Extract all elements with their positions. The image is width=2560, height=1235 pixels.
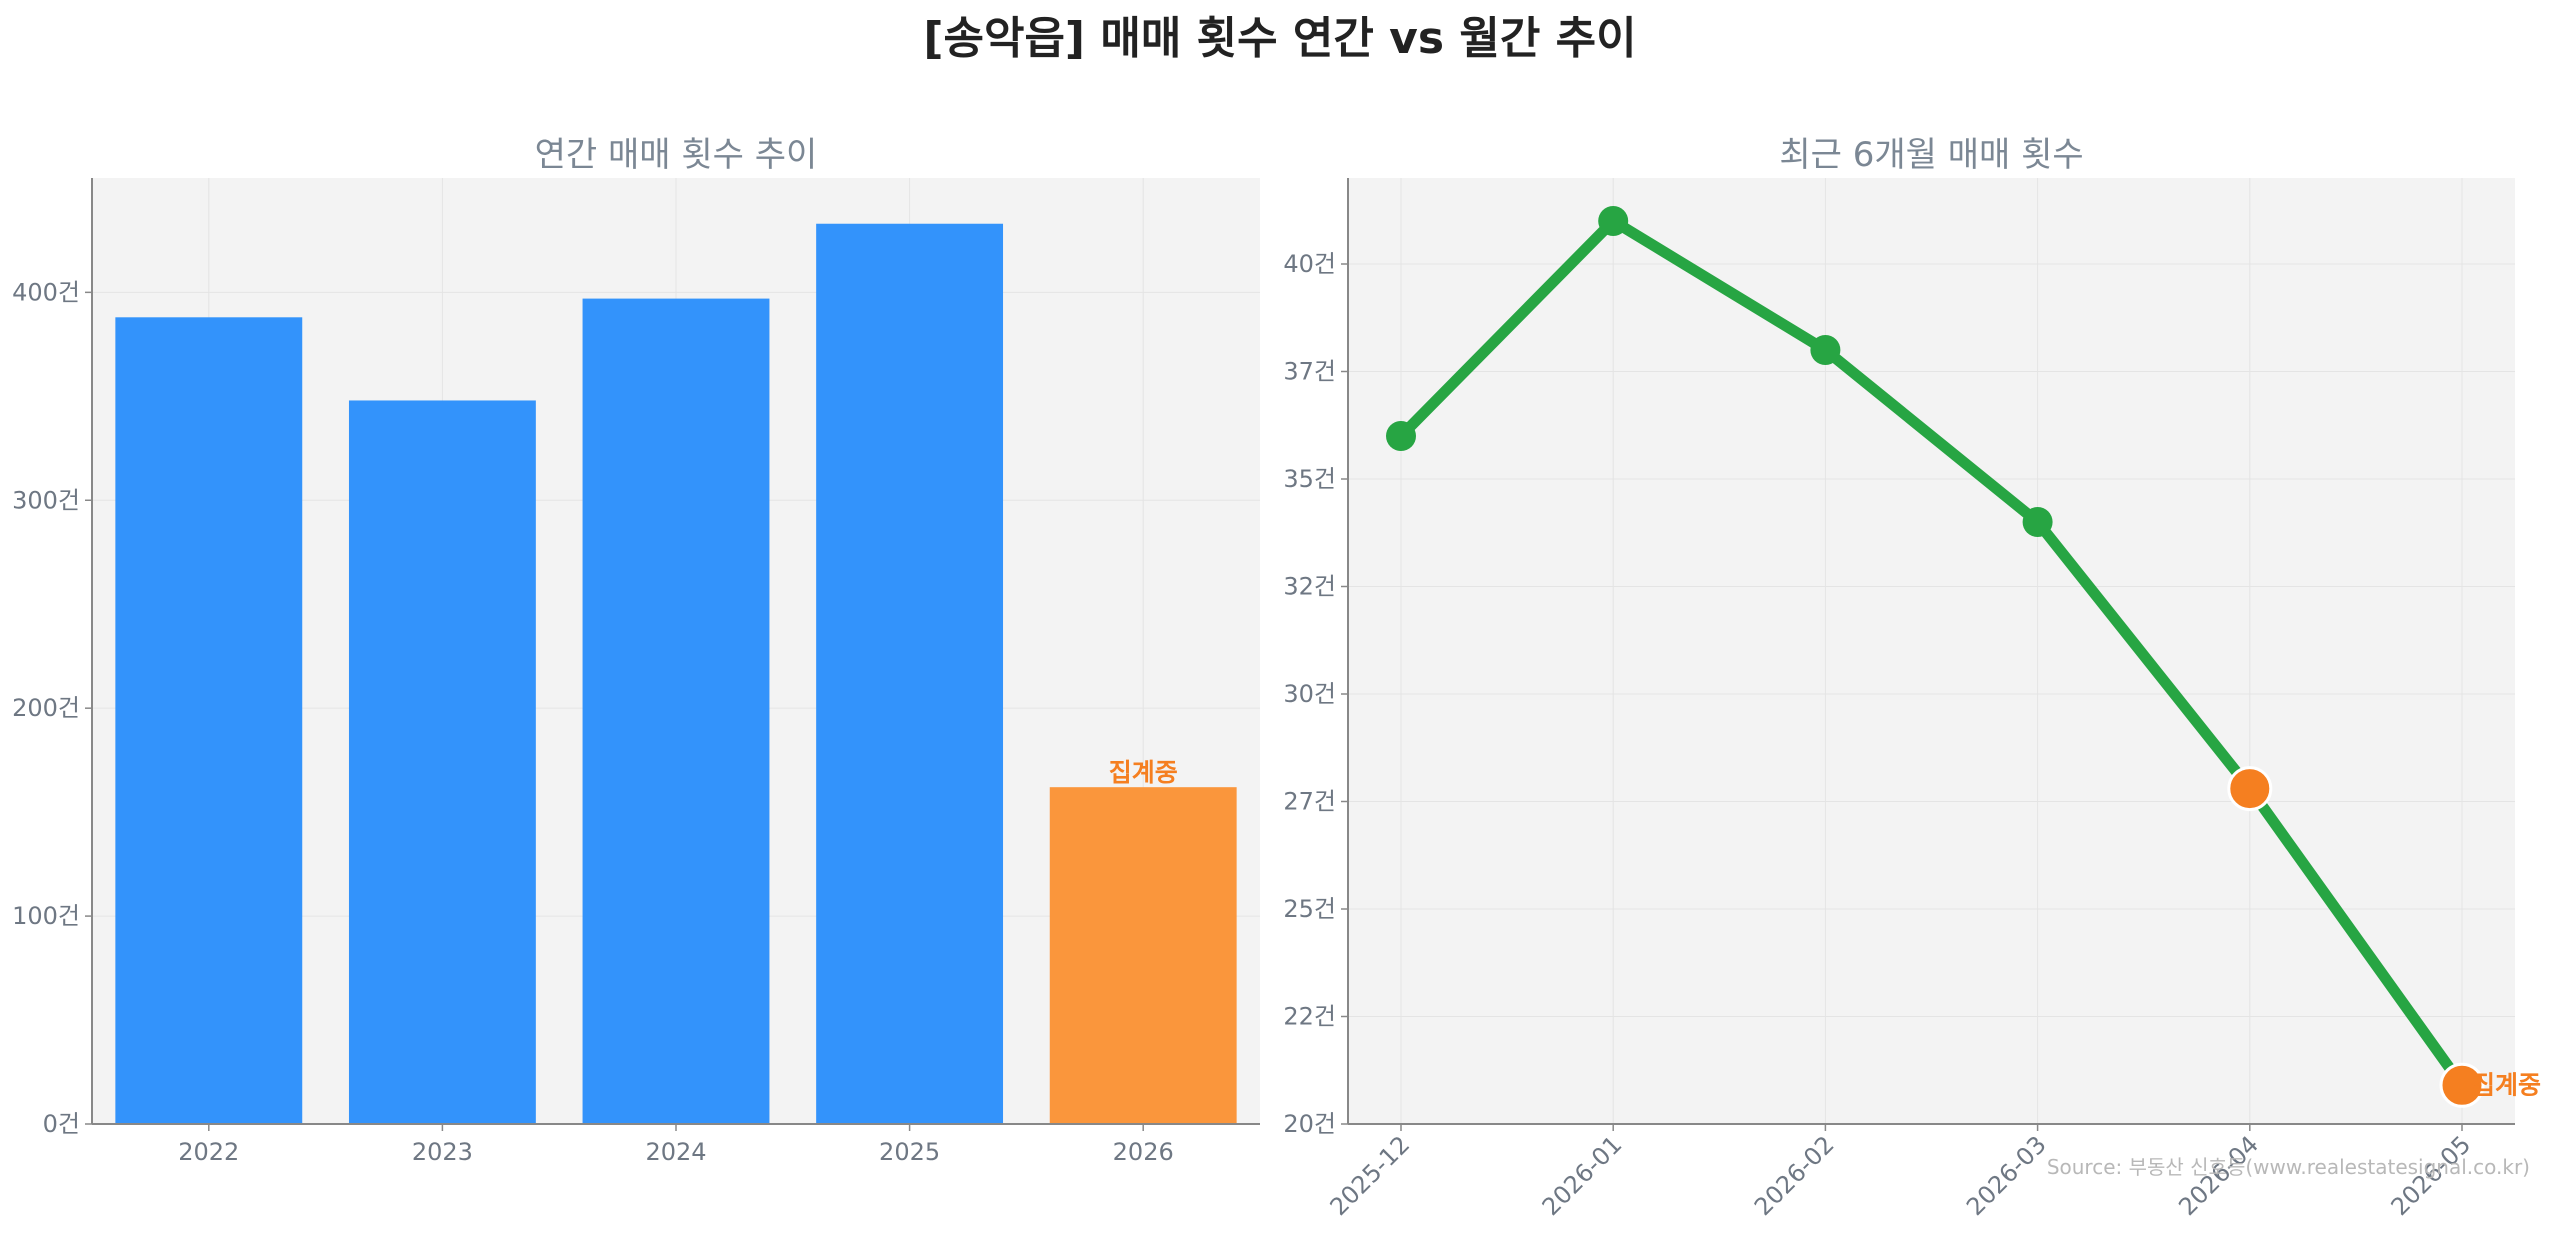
line-x-tick-label: 2025-12: [1325, 1130, 1416, 1221]
line-marks: [1386, 206, 2485, 1108]
bar-chart-title: 연간 매매 횟수 추이: [535, 135, 818, 175]
line-point-highlight-2026-05: [2439, 1062, 2485, 1108]
line-point-2026-02: [1810, 335, 1841, 365]
line-chart-panel: 20건 22건 25건 27건 30건 32건 35건 37건 40건 2025-12 2026-0…: [1283, 135, 2541, 1221]
bar-x-tick-label: 2026: [1113, 1138, 1174, 1166]
bar-marks: [115, 223, 1237, 1125]
line-x-tick-label: 2026-01: [1537, 1130, 1628, 1221]
bar-y-tick-label: 400건: [12, 278, 80, 306]
line-point-2026-01: [1598, 206, 1629, 236]
line-point-2026-03: [2022, 507, 2053, 537]
bar-y-tick-label: 300건: [12, 486, 80, 514]
line-y-tick-label: 35건: [1283, 465, 1336, 493]
main-title: [송악읍] 매매 횟수 연간 vs 월간 추이: [923, 13, 1637, 64]
bar-x-tick-label: 2022: [178, 1138, 239, 1166]
bar-2026: [1049, 787, 1237, 1124]
line-y-tick-label: 37건: [1283, 358, 1336, 386]
bar-x-tick-label: 2024: [645, 1138, 706, 1166]
bar-chart-panel: 0건 100건 200건 300건 400건 2022 2023 2024 2025 2026 연…: [12, 135, 1260, 1166]
bar-2024: [582, 298, 770, 1125]
bar-2022: [115, 317, 303, 1124]
line-point-2025-12: [1386, 421, 1416, 451]
bar-y-tick-label: 100건: [12, 902, 80, 930]
line-y-tick-label: 32건: [1283, 573, 1336, 601]
line-x-tick-label: 2026-03: [1961, 1130, 2052, 1221]
line-y-tick-label: 30건: [1283, 680, 1336, 708]
bar-2025: [816, 223, 1004, 1124]
bar-y-tick-label: 200건: [12, 694, 80, 722]
line-highlight-label: 집계중: [2472, 1070, 2541, 1099]
bar-x-tick-label: 2023: [412, 1138, 473, 1166]
bar-y-tick-label: 0건: [43, 1110, 80, 1138]
line-y-tick-label: 40건: [1283, 250, 1336, 278]
line-chart-title: 최근 6개월 매매 횟수: [1779, 135, 2083, 175]
bar-2023: [348, 400, 536, 1124]
line-y-tick-label: 20건: [1283, 1110, 1336, 1138]
line-point-highlight-2026-04: [2227, 766, 2273, 812]
bar-x-tick-label: 2025: [879, 1138, 940, 1166]
line-x-tick-label: 2026-02: [1749, 1130, 1840, 1221]
line-plot-background: [1348, 178, 2515, 1124]
bar-axes: 0건 100건 200건 300건 400건 2022 2023 2024 2025 2026: [12, 178, 1260, 1166]
source-text: Source: 부동산 신호등(www.realestatesignal.co.…: [2047, 1155, 2530, 1179]
line-y-tick-label: 22건: [1283, 1003, 1336, 1031]
line-y-tick-label: 25건: [1283, 895, 1336, 923]
line-series: [1395, 215, 2468, 1091]
bar-highlight-label: 집계중: [1109, 758, 1178, 787]
line-y-tick-label: 27건: [1283, 788, 1336, 816]
